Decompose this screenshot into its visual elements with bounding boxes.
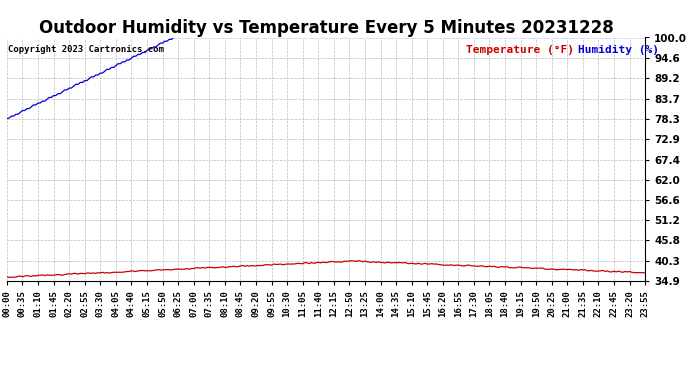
Text: Humidity (%): Humidity (%) xyxy=(578,45,659,55)
Title: Outdoor Humidity vs Temperature Every 5 Minutes 20231228: Outdoor Humidity vs Temperature Every 5 … xyxy=(39,20,613,38)
Text: Temperature (°F): Temperature (°F) xyxy=(466,45,575,55)
Text: Copyright 2023 Cartronics.com: Copyright 2023 Cartronics.com xyxy=(8,45,164,54)
